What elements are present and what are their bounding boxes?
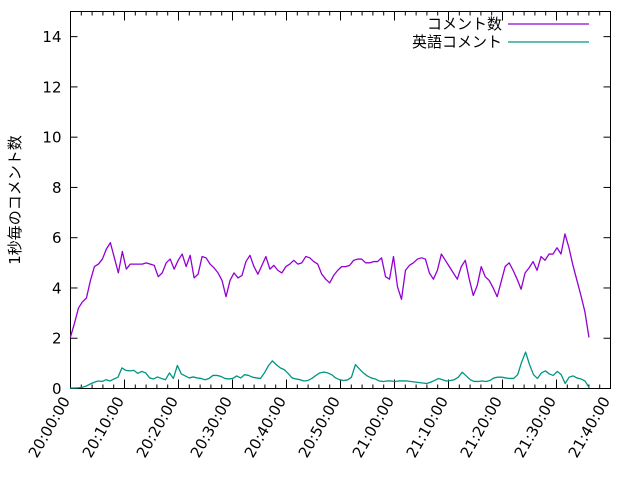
x-tick-label: 20:30:00 (187, 394, 236, 461)
y-tick-label: 12 (42, 78, 61, 96)
y-axis-title-text: 1秒毎のコメント数 (6, 135, 24, 265)
x-tick-label: 20:20:00 (133, 394, 182, 461)
y-tick-label: 8 (52, 179, 62, 197)
x-axis-ticks (70, 11, 611, 389)
series-line-0 (69, 233, 590, 338)
y-axis-ticks: 0 2 4 6 8 10 12 14 (42, 28, 611, 398)
x-tick-label: 21:30:00 (511, 394, 560, 461)
x-tick-label: 20:50:00 (295, 394, 344, 461)
series-line-1 (69, 351, 590, 389)
y-axis-title: 1秒毎のコメント数 (6, 135, 24, 265)
x-tick-label: 21:40:00 (565, 394, 614, 461)
y-tick-label: 2 (52, 330, 62, 348)
x-tick-label: 20:00:00 (25, 394, 74, 461)
y-tick-label: 14 (42, 28, 61, 46)
y-tick-label: 10 (42, 129, 61, 147)
y-tick-label: 4 (52, 279, 62, 297)
x-tick-label: 20:10:00 (79, 394, 128, 461)
series-layer (69, 233, 590, 389)
legend-label-0: コメント数 (427, 15, 502, 33)
x-axis-tick-labels: 20:00:00 20:10:00 20:20:00 20:30:00 20:40:00… (25, 394, 614, 461)
y-tick-label: 0 (52, 380, 62, 398)
x-tick-label: 21:00:00 (349, 394, 398, 461)
x-tick-label: 21:20:00 (457, 394, 506, 461)
legend-label-1: 英語コメント (412, 33, 502, 51)
plot-frame (70, 11, 611, 389)
y-tick-label: 6 (52, 229, 62, 247)
x-tick-label: 21:10:00 (403, 394, 452, 461)
x-tick-label: 20:40:00 (241, 394, 290, 461)
